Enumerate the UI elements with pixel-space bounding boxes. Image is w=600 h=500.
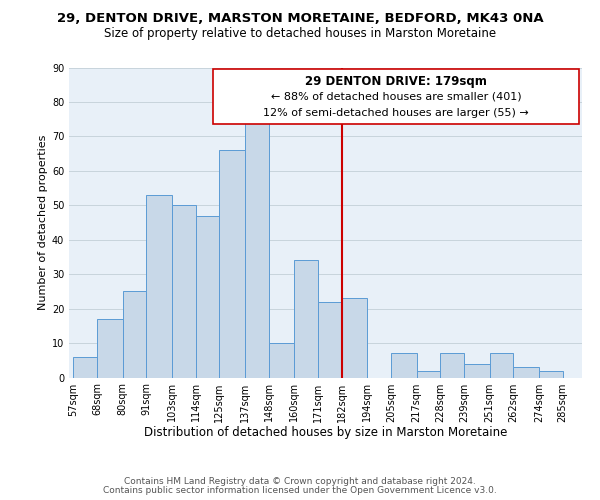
Bar: [245, 119, 269, 378]
Text: 12% of semi-detached houses are larger (55) →: 12% of semi-detached houses are larger (…: [263, 108, 529, 118]
Bar: [341, 298, 367, 378]
Bar: [73, 357, 97, 378]
X-axis label: Distribution of detached houses by size in Marston Moretaine: Distribution of detached houses by size …: [144, 426, 507, 439]
Bar: [514, 367, 539, 378]
Bar: [318, 302, 341, 378]
Bar: [464, 364, 490, 378]
Text: ← 88% of detached houses are smaller (401): ← 88% of detached houses are smaller (40…: [271, 92, 521, 102]
Bar: [539, 370, 563, 378]
Bar: [219, 150, 245, 378]
Bar: [269, 343, 295, 378]
Bar: [172, 206, 196, 378]
Y-axis label: Number of detached properties: Number of detached properties: [38, 135, 47, 310]
Bar: [97, 319, 122, 378]
Bar: [295, 260, 318, 378]
Bar: [391, 354, 417, 378]
Bar: [122, 292, 146, 378]
Bar: [196, 216, 219, 378]
Text: Contains HM Land Registry data © Crown copyright and database right 2024.: Contains HM Land Registry data © Crown c…: [124, 477, 476, 486]
Bar: [490, 354, 514, 378]
Bar: [417, 370, 440, 378]
Text: Contains public sector information licensed under the Open Government Licence v3: Contains public sector information licen…: [103, 486, 497, 495]
Text: Size of property relative to detached houses in Marston Moretaine: Size of property relative to detached ho…: [104, 28, 496, 40]
Bar: [146, 195, 172, 378]
Text: 29 DENTON DRIVE: 179sqm: 29 DENTON DRIVE: 179sqm: [305, 75, 487, 88]
Text: 29, DENTON DRIVE, MARSTON MORETAINE, BEDFORD, MK43 0NA: 29, DENTON DRIVE, MARSTON MORETAINE, BED…: [56, 12, 544, 26]
Bar: [440, 354, 464, 378]
